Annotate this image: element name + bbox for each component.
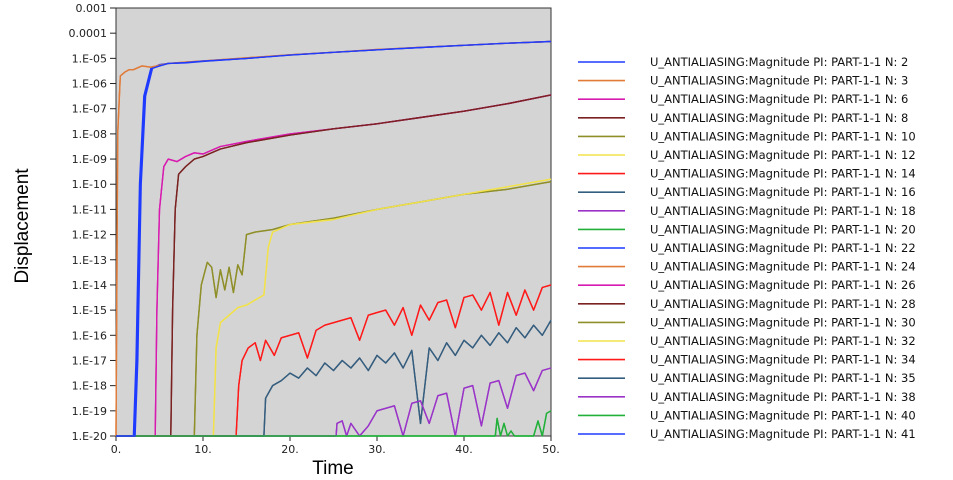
legend-label: U_ANTIALIASING:Magnitude PI: PART-1-1 N:…	[650, 148, 916, 162]
legend-label: U_ANTIALIASING:Magnitude PI: PART-1-1 N:…	[650, 353, 916, 367]
legend-label: U_ANTIALIASING:Magnitude PI: PART-1-1 N:…	[650, 111, 908, 125]
y-axis-title: Displacement	[12, 168, 33, 284]
x-tick-label: 50.	[542, 443, 560, 456]
legend-label: U_ANTIALIASING:Magnitude PI: PART-1-1 N:…	[650, 260, 916, 274]
series-line-17	[116, 284, 552, 437]
y-tick-label: 0.0001	[69, 27, 108, 40]
legend-label: U_ANTIALIASING:Magnitude PI: PART-1-1 N:…	[650, 185, 916, 199]
series-line-21	[116, 40, 552, 437]
legend-label: U_ANTIALIASING:Magnitude PI: PART-1-1 N:…	[650, 390, 916, 404]
x-tick-label: 40.	[455, 443, 473, 456]
x-tick-label: 0.	[111, 443, 122, 456]
y-tick-label: 1.E-13	[72, 254, 107, 267]
y-tick-label: 1.E-06	[72, 78, 107, 91]
series-lines	[115, 40, 552, 437]
plot-area-background	[115, 7, 552, 437]
legend-label: U_ANTIALIASING:Magnitude PI: PART-1-1 N:…	[650, 334, 916, 348]
y-tick-label: 1.E-08	[72, 128, 107, 141]
legend-label: U_ANTIALIASING:Magnitude PI: PART-1-1 N:…	[650, 241, 916, 255]
legend-label: U_ANTIALIASING:Magnitude PI: PART-1-1 N:…	[650, 55, 908, 69]
y-tick-label: 1.E-05	[72, 52, 107, 65]
y-tick-label: 1.E-11	[72, 203, 107, 216]
y-tick-label: 1.E-12	[72, 229, 107, 242]
legend-label: U_ANTIALIASING:Magnitude PI: PART-1-1 N:…	[650, 408, 916, 422]
y-tick-label: 1.E-15	[72, 304, 107, 317]
y-tick-label: 1.E-18	[72, 380, 107, 393]
y-tick-label: 0.001	[76, 2, 108, 15]
y-tick-label: 1.E-10	[72, 178, 107, 191]
y-tick-label: 1.E-09	[72, 153, 107, 166]
legend-label: U_ANTIALIASING:Magnitude PI: PART-1-1 N:…	[650, 278, 916, 292]
y-tick-label: 1.E-17	[72, 354, 107, 367]
x-tick-label: 20.	[281, 443, 299, 456]
series-line-18	[116, 319, 552, 437]
legend-label: U_ANTIALIASING:Magnitude PI: PART-1-1 N:…	[650, 297, 916, 311]
series-line-19	[116, 367, 552, 437]
y-tick-label: 1.E-07	[72, 103, 107, 116]
legend: U_ANTIALIASING:Magnitude PI: PART-1-1 N:…	[578, 55, 916, 441]
legend-label: U_ANTIALIASING:Magnitude PI: PART-1-1 N:…	[650, 371, 916, 385]
y-tick-label: 1.E-14	[72, 279, 107, 292]
legend-label: U_ANTIALIASING:Magnitude PI: PART-1-1 N:…	[650, 204, 916, 218]
y-tick-label: 1.E-16	[72, 329, 107, 342]
y-tick-label: 1.E-19	[72, 405, 107, 418]
axis-ticks: 0.001 0.0001 1.E-05 1.E-06 1.E-07 1.E-08 1.E-0…	[69, 2, 560, 456]
legend-label: U_ANTIALIASING:Magnitude PI: PART-1-1 N:…	[650, 92, 908, 106]
legend-label: U_ANTIALIASING:Magnitude PI: PART-1-1 N:…	[650, 167, 916, 181]
series-line-16	[116, 178, 552, 437]
legend-label: U_ANTIALIASING:Magnitude PI: PART-1-1 N:…	[650, 222, 916, 236]
legend-label: U_ANTIALIASING:Magnitude PI: PART-1-1 N:…	[650, 74, 908, 88]
legend-label: U_ANTIALIASING:Magnitude PI: PART-1-1 N:…	[650, 129, 916, 143]
x-tick-label: 10.	[194, 443, 212, 456]
series-line-20	[116, 410, 552, 437]
legend-label: U_ANTIALIASING:Magnitude PI: PART-1-1 N:…	[650, 427, 916, 441]
legend-label: U_ANTIALIASING:Magnitude PI: PART-1-1 N:…	[650, 315, 916, 329]
series-line-14	[116, 94, 552, 437]
y-tick-label: 1.E-20	[72, 430, 107, 443]
x-tick-label: 30.	[368, 443, 386, 456]
x-axis-title: Time	[312, 458, 354, 479]
